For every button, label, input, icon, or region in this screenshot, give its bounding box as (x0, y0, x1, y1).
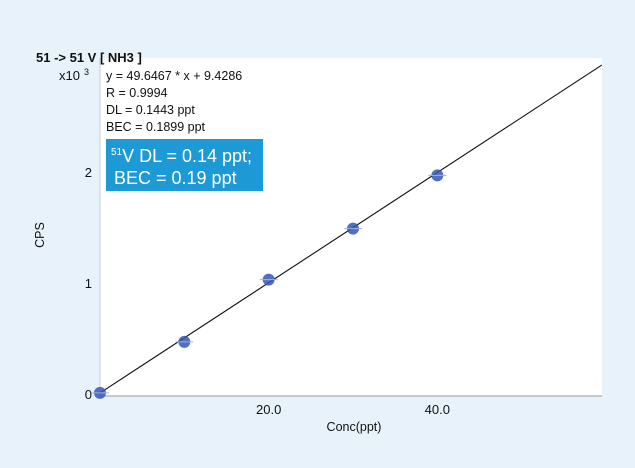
callout-line-2: BEC = 0.19 ppt (114, 168, 237, 188)
callout-dl-text: V DL = 0.14 ppt; (122, 146, 252, 166)
y-axis-label: CPS (33, 222, 47, 248)
fit-r-value: R = 0.9994 (106, 86, 168, 100)
x-tick-label: 20.0 (256, 402, 281, 417)
y-multiplier: x10 3 (59, 67, 89, 83)
fit-dl-value: DL = 0.1443 ppt (106, 103, 195, 117)
callout-box (106, 139, 263, 191)
y-tick-label: 0 (85, 387, 92, 402)
callout-isotope-superscript: 51 (111, 147, 123, 158)
chart-title: 51 -> 51 V [ NH3 ] (36, 50, 142, 65)
x-ticks: 20.0 40.0 (256, 402, 450, 417)
fit-bec-value: BEC = 0.1899 ppt (106, 120, 206, 134)
x-axis-label: Conc(ppt) (327, 420, 382, 434)
fit-equation: y = 49.6467 * x + 9.4286 (106, 69, 242, 83)
y-multiplier-exponent: 3 (84, 67, 89, 77)
y-multiplier-base: x10 (59, 68, 80, 83)
y-tick-label: 1 (85, 276, 92, 291)
data-points (91, 169, 447, 399)
y-tick-label: 2 (85, 165, 92, 180)
x-tick-label: 40.0 (425, 402, 450, 417)
callout-line-1: 51V DL = 0.14 ppt; (111, 146, 252, 166)
y-ticks: 0 1 2 (85, 165, 92, 402)
